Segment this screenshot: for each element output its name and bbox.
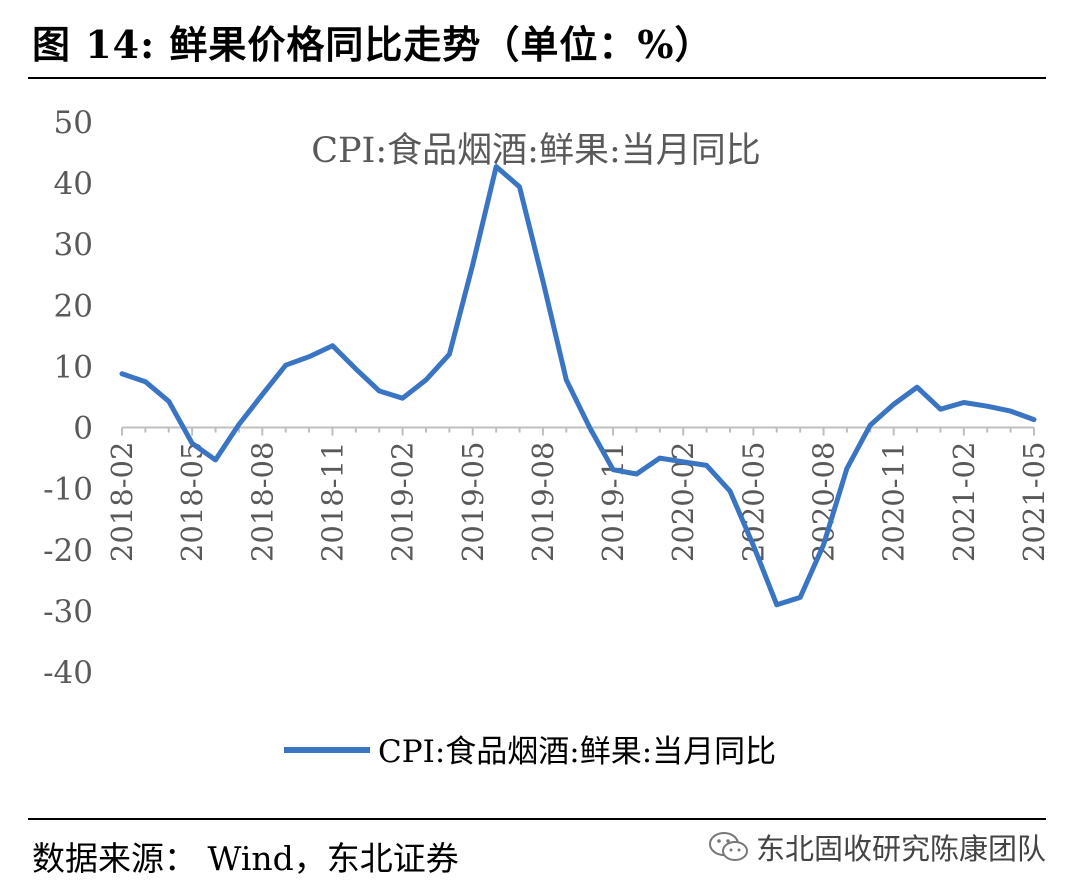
- title-rule: [28, 77, 1046, 79]
- x-tick-label: 2021-05: [1017, 442, 1051, 563]
- x-tick-label: 2018-08: [245, 442, 279, 563]
- y-tick-label: -40: [43, 655, 93, 691]
- x-tick-label: 2018-11: [315, 442, 349, 563]
- x-tick-label: 2019-11: [596, 442, 630, 563]
- data-source: 数据来源： Wind，东北证券: [32, 839, 459, 878]
- watermark: 东北固收研究陈康团队: [708, 826, 1046, 868]
- y-tick-label: 30: [54, 227, 93, 263]
- series-line: [119, 164, 1037, 608]
- legend: CPI:食品烟酒:鲜果:当月同比: [284, 734, 776, 770]
- x-tick-label: 2018-05: [175, 442, 209, 563]
- legend-label: CPI:食品烟酒:鲜果:当月同比: [378, 734, 776, 770]
- x-tick-label: 2019-08: [526, 442, 560, 563]
- watermark-text: 东北固收研究陈康团队: [755, 832, 1046, 866]
- y-tick-label: 10: [54, 349, 93, 385]
- chart-title: CPI:食品烟酒:鲜果:当月同比: [311, 131, 761, 171]
- x-tick-label: 2019-05: [456, 442, 490, 563]
- x-axis: 2018-02 2018-05 2018-08 2018-11 2019-02 2019-…: [105, 426, 1051, 563]
- y-tick-label: 0: [73, 411, 93, 447]
- series-layer: [119, 164, 1037, 608]
- x-tick-label: 2021-02: [947, 442, 981, 563]
- y-tick-label: -10: [43, 472, 93, 508]
- y-tick-label: -20: [43, 533, 93, 569]
- x-tick-label: 2019-02: [386, 442, 420, 563]
- y-tick-label: 40: [54, 166, 93, 202]
- wechat-icon: [708, 832, 748, 861]
- figure-title: 图 14: 鲜果价格同比走势（单位：%）: [32, 22, 714, 67]
- y-tick-label: 50: [54, 105, 93, 141]
- y-axis: 50 40 30 20 10 0 -10 -20 -30 -40: [43, 105, 93, 691]
- y-tick-label: -30: [43, 594, 93, 630]
- x-tick-label: 2020-11: [877, 442, 911, 563]
- y-tick-label: 20: [54, 288, 93, 324]
- x-tick-label: 2018-02: [105, 442, 139, 563]
- source-rule: [28, 818, 1046, 820]
